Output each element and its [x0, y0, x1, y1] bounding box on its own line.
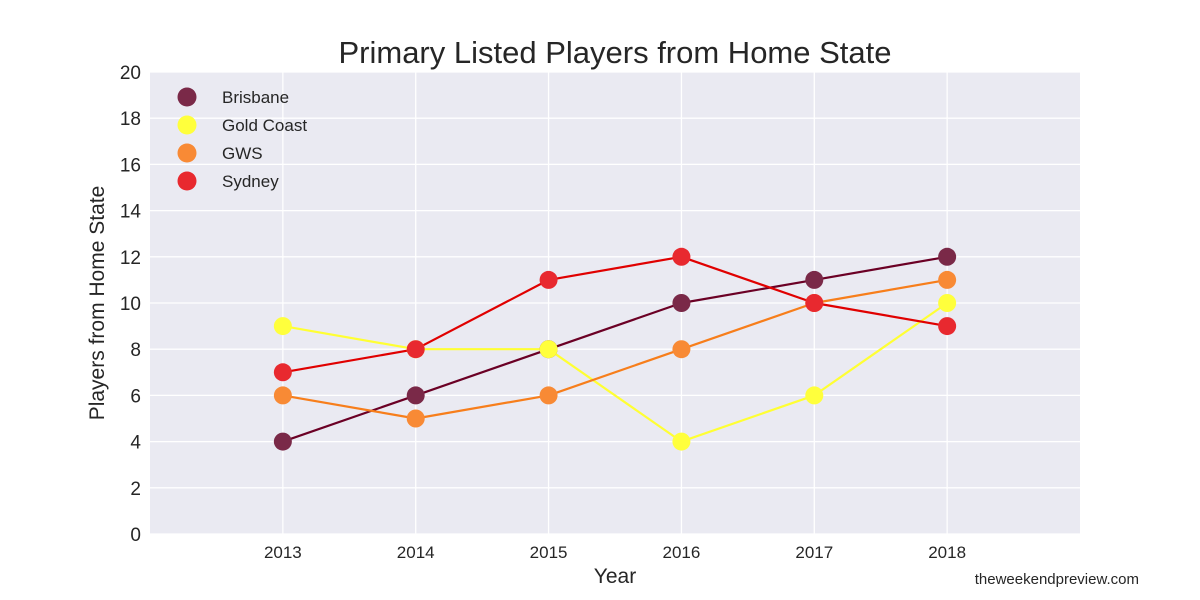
- y-tick-label: 6: [130, 386, 141, 407]
- legend-label: GWS: [222, 144, 263, 163]
- data-point-sydney: [273, 363, 292, 382]
- series-line-brisbane: [282, 255, 948, 443]
- x-tick-label: 2014: [397, 543, 435, 562]
- y-tick-label: 0: [130, 525, 141, 546]
- x-tick-label: 2013: [264, 543, 302, 562]
- x-tick-label: 2018: [928, 543, 966, 562]
- legend-label: Gold Coast: [222, 116, 307, 135]
- legend-label: Sydney: [222, 172, 279, 191]
- legend-marker: [177, 143, 197, 163]
- legend-label: Brisbane: [222, 88, 289, 107]
- data-point-brisbane: [938, 247, 957, 266]
- data-point-gold-coast: [273, 317, 292, 336]
- data-point-gws: [938, 270, 957, 289]
- y-axis-label: Players from Home State: [86, 186, 109, 421]
- legend-marker: [177, 87, 197, 107]
- data-point-sydney: [672, 247, 691, 266]
- data-point-gws: [539, 386, 558, 405]
- series-line-gws: [282, 278, 948, 420]
- data-point-gold-coast: [539, 340, 558, 359]
- series-markers: [273, 247, 957, 451]
- y-tick-label: 4: [130, 433, 141, 454]
- data-point-brisbane: [805, 270, 824, 289]
- series-line-sydney: [282, 255, 948, 374]
- data-point-gws: [672, 340, 691, 359]
- legend: Brisbane Gold Coast GWS Sydney: [177, 87, 307, 191]
- data-point-gold-coast: [805, 386, 824, 405]
- data-point-gws: [273, 386, 292, 405]
- legend-marker: [177, 171, 197, 191]
- y-tick-label: 14: [120, 202, 142, 223]
- series-line-gold-coast: [282, 302, 948, 443]
- y-tick-label: 16: [120, 155, 141, 176]
- data-point-brisbane: [273, 432, 292, 451]
- data-point-sydney: [539, 270, 558, 289]
- data-point-brisbane: [406, 386, 425, 405]
- data-point-sydney: [805, 294, 824, 312]
- chart-title: Primary Listed Players from Home State: [338, 35, 891, 70]
- y-tick-label: 12: [120, 248, 141, 269]
- data-point-sydney: [938, 317, 957, 336]
- data-point-sydney: [406, 340, 425, 359]
- x-tick-label: 2016: [663, 543, 701, 562]
- data-point-brisbane: [672, 294, 691, 312]
- data-point-gold-coast: [672, 432, 691, 451]
- data-point-gws: [406, 409, 425, 428]
- legend-marker: [177, 115, 197, 135]
- y-tick-label: 18: [120, 109, 141, 130]
- x-tick-label: 2017: [795, 543, 833, 562]
- y-tick-label: 10: [120, 294, 141, 315]
- x-axis-label: Year: [594, 565, 636, 588]
- y-tick-label: 2: [130, 479, 141, 500]
- tick-labels: 0 2 4 6 8 10 12 14 16 18 20 2013 2014 2015 2016 2017 201…: [120, 63, 966, 562]
- x-tick-label: 2015: [530, 543, 568, 562]
- series-lines: [282, 255, 948, 443]
- y-tick-label: 20: [120, 63, 141, 84]
- y-tick-label: 8: [130, 340, 141, 361]
- data-point-gold-coast: [938, 294, 957, 312]
- watermark: theweekendpreview.com: [975, 571, 1139, 588]
